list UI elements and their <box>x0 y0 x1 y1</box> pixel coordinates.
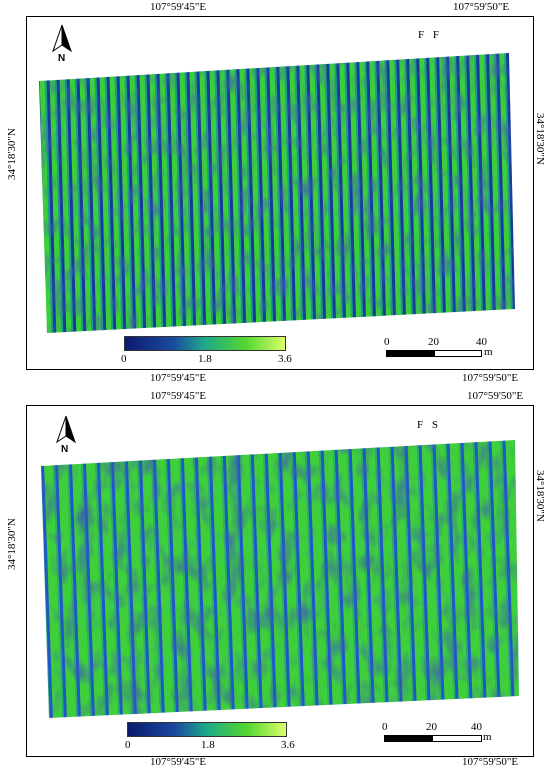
scale-unit-label: m <box>484 346 493 358</box>
right-latitude-label: 34°18'30"N <box>534 470 546 522</box>
top-longitude-left: 107°59'45"E <box>150 1 207 13</box>
top-longitude-right: 107°59'50"E <box>453 1 510 13</box>
right-latitude-label: 34°18'30"N <box>534 113 546 165</box>
legend-min-label: 0 <box>125 739 131 751</box>
panel-title: F S <box>417 419 441 431</box>
scale-label-20: 20 <box>428 336 439 348</box>
scale-bar <box>384 735 482 742</box>
bottom-longitude-left: 107°59'45"E <box>150 756 207 768</box>
top-longitude-right: 107°59'50"E <box>467 390 524 402</box>
scale-label-0: 0 <box>384 336 390 348</box>
north-label: N <box>58 53 66 64</box>
scale-label-40: 40 <box>476 336 487 348</box>
legend-min-label: 0 <box>121 353 127 365</box>
north-arrow-icon <box>56 415 76 444</box>
scale-bar <box>386 350 482 357</box>
bottom-longitude-right: 107°59'50"E <box>462 756 519 768</box>
scale-label-20: 20 <box>426 721 437 733</box>
scale-label-0: 0 <box>382 721 388 733</box>
map-frame: N F F 0 1.8 3.6 0 20 40 m <box>26 16 534 370</box>
map-frame: N F S 0 1.8 3.6 0 20 40 m <box>26 405 534 757</box>
legend-max-label: 3.6 <box>281 739 295 751</box>
left-latitude-label: 34°18'30"N <box>6 128 18 180</box>
scale-unit-label: m <box>483 731 492 743</box>
legend-mid-label: 1.8 <box>198 353 212 365</box>
legend-mid-label: 1.8 <box>201 739 215 751</box>
north-label: N <box>61 444 69 455</box>
legend-colorbar <box>124 336 286 351</box>
legend-colorbar <box>127 722 287 737</box>
bottom-longitude-left: 107°59'45"E <box>150 372 207 384</box>
bottom-longitude-right: 107°59'50"E <box>462 372 519 384</box>
plant-height-raster <box>41 440 519 718</box>
map-panel-ff: 107°59'45"E 107°59'50"E <box>6 1 546 384</box>
legend-max-label: 3.6 <box>278 353 292 365</box>
top-longitude-left: 107°59'45"E <box>150 390 207 402</box>
left-latitude-label: 34°18'30"N <box>6 518 18 570</box>
plant-height-raster <box>39 53 515 333</box>
north-arrow-icon <box>52 24 72 53</box>
map-panel-fs: 107°59'45"E 107°59'50"E <box>0 390 550 770</box>
panel-title: F F <box>418 29 442 41</box>
scale-label-40: 40 <box>471 721 482 733</box>
